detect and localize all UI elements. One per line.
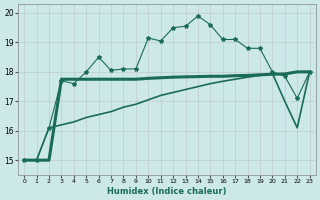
X-axis label: Humidex (Indice chaleur): Humidex (Indice chaleur) [107,187,227,196]
